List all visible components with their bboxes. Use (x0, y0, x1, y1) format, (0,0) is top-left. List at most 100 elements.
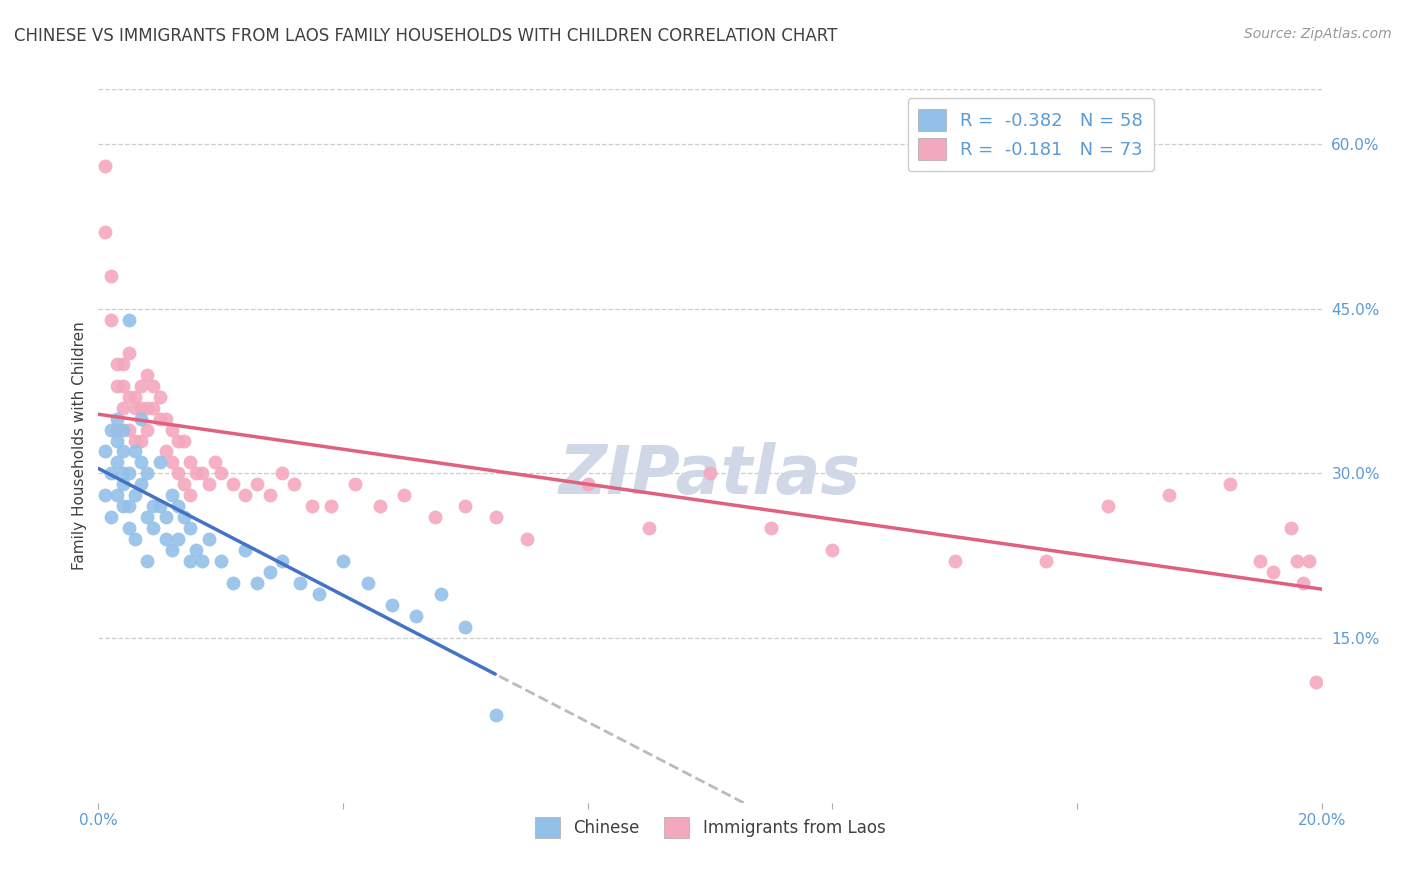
Point (111, 357, 134, 371)
Point (430, 587, 453, 601)
Point (233, 488, 256, 502)
Point (179, 488, 201, 502)
Point (118, 312, 141, 326)
Point (111, 444, 134, 458)
Point (167, 533, 190, 547)
Point (111, 467, 134, 481)
Point (179, 455, 201, 469)
Point (209, 554, 232, 568)
Point (118, 467, 141, 481)
Point (124, 401, 146, 415)
Point (167, 434, 190, 448)
Point (118, 500, 141, 514)
Point (454, 500, 477, 514)
Text: ZIPatlas: ZIPatlas (560, 442, 860, 508)
Point (344, 477, 367, 491)
Text: CHINESE VS IMMIGRANTS FROM LAOS FAMILY HOUSEHOLDS WITH CHILDREN CORRELATION CHAR: CHINESE VS IMMIGRANTS FROM LAOS FAMILY H… (14, 27, 838, 45)
Point (100, 423, 122, 437)
Point (290, 576, 312, 591)
Point (155, 411, 177, 425)
Point (124, 488, 146, 502)
Point (105, 378, 128, 392)
Point (118, 423, 141, 437)
Point (136, 467, 159, 481)
Point (1261, 566, 1284, 580)
Point (100, 268, 122, 283)
Point (129, 455, 152, 469)
Point (100, 510, 122, 524)
Point (186, 467, 208, 481)
Point (222, 477, 245, 491)
Point (111, 500, 134, 514)
Point (160, 455, 183, 469)
Point (637, 521, 661, 535)
Point (111, 423, 134, 437)
Point (155, 533, 177, 547)
Point (100, 467, 122, 481)
Point (111, 401, 134, 415)
Point (356, 576, 378, 591)
Point (111, 378, 134, 392)
Point (155, 444, 177, 458)
Point (259, 566, 281, 580)
Point (308, 587, 330, 601)
Point (197, 477, 219, 491)
Point (454, 620, 477, 634)
Point (149, 411, 172, 425)
Point (149, 390, 172, 404)
Point (129, 378, 152, 392)
Point (319, 500, 342, 514)
Point (821, 543, 844, 558)
Point (186, 543, 208, 558)
Point (160, 543, 183, 558)
Point (699, 467, 721, 481)
Point (1292, 576, 1315, 591)
Point (118, 390, 141, 404)
Point (142, 378, 165, 392)
Text: Source: ZipAtlas.com: Source: ZipAtlas.com (1244, 27, 1392, 41)
Point (136, 368, 159, 382)
Point (167, 500, 190, 514)
Point (191, 467, 214, 481)
Point (259, 488, 281, 502)
Point (1097, 500, 1119, 514)
Point (1249, 554, 1271, 568)
Legend: Chinese, Immigrants from Laos: Chinese, Immigrants from Laos (529, 811, 891, 845)
Point (759, 521, 782, 535)
Point (1219, 477, 1241, 491)
Point (233, 543, 256, 558)
Point (1157, 488, 1180, 502)
Point (124, 444, 146, 458)
Point (173, 510, 195, 524)
Point (124, 533, 146, 547)
Point (173, 434, 195, 448)
Point (93, 159, 115, 173)
Point (576, 477, 599, 491)
Point (332, 554, 354, 568)
Point (136, 423, 159, 437)
Point (118, 345, 141, 359)
Point (204, 455, 226, 469)
Point (246, 477, 269, 491)
Point (301, 500, 323, 514)
Point (423, 510, 446, 524)
Point (368, 500, 391, 514)
Point (392, 488, 416, 502)
Point (105, 423, 128, 437)
Point (173, 477, 195, 491)
Point (105, 488, 128, 502)
Point (142, 521, 165, 535)
Point (222, 576, 245, 591)
Point (1279, 521, 1302, 535)
Point (142, 401, 165, 415)
Point (167, 467, 190, 481)
Point (160, 488, 183, 502)
Point (124, 390, 146, 404)
Point (100, 312, 122, 326)
Point (1286, 554, 1309, 568)
Point (270, 467, 292, 481)
Point (118, 521, 141, 535)
Point (136, 554, 159, 568)
Point (129, 434, 152, 448)
Point (129, 401, 152, 415)
